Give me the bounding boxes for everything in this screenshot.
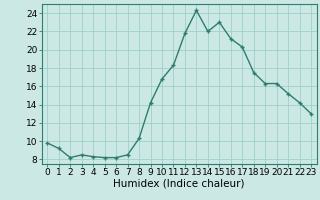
X-axis label: Humidex (Indice chaleur): Humidex (Indice chaleur) — [114, 179, 245, 189]
